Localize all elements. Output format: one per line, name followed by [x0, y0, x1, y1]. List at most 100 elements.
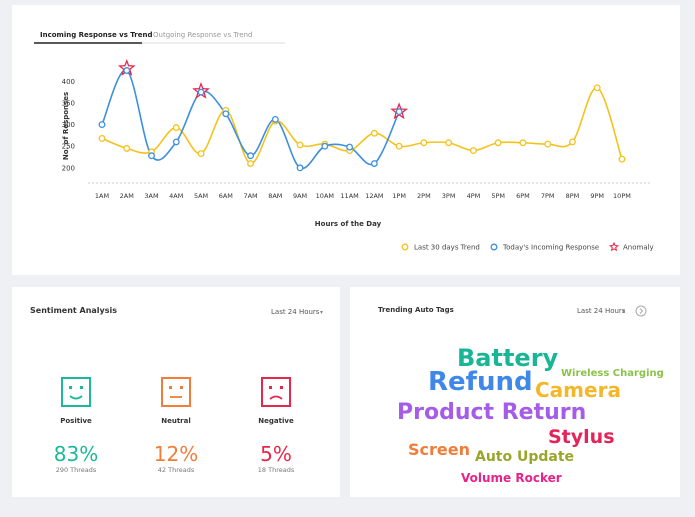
- icon-eye: [69, 386, 72, 389]
- point-marker: [123, 144, 131, 152]
- x-tick-label: 5AM: [194, 192, 208, 200]
- tag-word: Screen: [408, 440, 470, 459]
- tag-word: Battery: [457, 344, 559, 372]
- dropdown-caret: ▾: [320, 309, 323, 316]
- icon-mouth: [269, 395, 283, 400]
- point-marker: [544, 140, 552, 148]
- x-tick-label: 4AM: [169, 192, 183, 200]
- point-marker: [172, 138, 180, 146]
- sentiment-label: Negative: [258, 417, 294, 425]
- sentiment-percent: 12%: [154, 442, 198, 466]
- point-marker: [197, 88, 205, 96]
- tag-word: Wireless Charging: [561, 368, 664, 379]
- point-marker: [445, 139, 453, 147]
- point-marker: [98, 121, 106, 129]
- y-tick-label: 200: [62, 164, 75, 172]
- x-tick-label: 11AM: [340, 192, 358, 200]
- icon-mouth: [69, 395, 83, 400]
- chart-card: [12, 5, 680, 275]
- point-marker: [395, 142, 403, 150]
- tab[interactable]: Outgoing Response vs Trend: [153, 31, 252, 39]
- x-tick-label: 10PM: [613, 192, 631, 200]
- tag-word: Volume Rocker: [461, 471, 562, 485]
- point-marker: [568, 138, 576, 146]
- point-marker: [420, 139, 428, 147]
- point-marker: [123, 67, 131, 74]
- x-tick-label: 1AM: [95, 192, 109, 200]
- legend-label: Last 30 days Trend: [414, 244, 480, 252]
- x-tick-label: 7PM: [541, 192, 555, 200]
- legend-marker: [609, 241, 619, 252]
- y-tick-label: 400: [62, 78, 75, 86]
- point-marker: [98, 134, 106, 142]
- sentiment-icon: [61, 377, 91, 407]
- x-tick-label: 6PM: [516, 192, 530, 200]
- point-marker: [469, 147, 477, 154]
- point-marker: [271, 115, 279, 123]
- point-marker: [197, 150, 205, 158]
- x-tick-label: 12AM: [365, 192, 383, 200]
- icon-eye: [180, 386, 183, 389]
- x-tick-label: 3PM: [442, 192, 456, 200]
- icon-eye: [269, 386, 272, 389]
- tag-word: Refund: [428, 367, 533, 397]
- x-tick-label: 5PM: [491, 192, 505, 200]
- panel-title: Sentiment Analysis: [30, 306, 117, 315]
- y-tick-label: 250: [62, 143, 75, 151]
- x-tick-label: 2PM: [417, 192, 431, 200]
- y-tick-label: 300: [62, 121, 75, 129]
- sentiment-label: Neutral: [161, 417, 191, 425]
- sentiment-label: Positive: [60, 417, 92, 425]
- x-tick-label: 1PM: [392, 192, 406, 200]
- point-marker: [247, 152, 255, 160]
- panel-title: Trending Auto Tags: [378, 306, 454, 314]
- tag-word: Stylus: [548, 426, 615, 448]
- next-arrow: [639, 308, 644, 314]
- sentiment-icon: [261, 377, 291, 407]
- x-tick-label: 9AM: [293, 192, 307, 200]
- legend-label: Anomaly: [623, 244, 654, 252]
- point-marker: [172, 124, 180, 132]
- legend-label: Today's Incoming Response: [502, 244, 599, 252]
- sentiment-percent: 5%: [260, 442, 292, 466]
- next-button[interactable]: [635, 305, 647, 317]
- legend-marker: [490, 243, 498, 251]
- series-line: [101, 87, 623, 165]
- x-tick-label: 10AM: [316, 192, 334, 200]
- tab[interactable]: Incoming Response vs Trend: [40, 31, 153, 39]
- point-marker: [593, 84, 601, 92]
- point-marker: [321, 142, 329, 150]
- icon-eye: [280, 386, 283, 389]
- sentiment-percent: 83%: [54, 442, 98, 466]
- x-tick-label: 8PM: [566, 192, 580, 200]
- y-tick-label: 350: [62, 99, 75, 107]
- x-tick-label: 8AM: [268, 192, 282, 200]
- x-tick-label: 7AM: [243, 192, 257, 200]
- point-marker: [346, 143, 354, 151]
- point-marker: [395, 108, 403, 116]
- y-axis-title: No. of Responses: [62, 92, 70, 160]
- x-tick-label: 4PM: [467, 192, 481, 200]
- x-tick-label: 9PM: [590, 192, 604, 200]
- sentiment-threads: 42 Threads: [158, 466, 195, 474]
- point-marker: [247, 160, 255, 167]
- point-marker: [519, 139, 527, 147]
- tag-word: Auto Update: [475, 449, 574, 465]
- point-marker: [148, 152, 155, 160]
- sentiment-icon: [161, 377, 191, 407]
- icon-eye: [80, 386, 83, 389]
- point-marker: [618, 155, 626, 163]
- sentiment-threads: 290 Threads: [56, 466, 97, 474]
- point-marker: [494, 139, 502, 147]
- tag-word: Camera: [535, 378, 621, 402]
- tag-word: Product Return: [397, 400, 586, 425]
- point-marker: [370, 160, 378, 167]
- x-tick-label: 3AM: [144, 192, 158, 200]
- point-marker: [296, 141, 304, 149]
- x-tick-label: 6AM: [219, 192, 233, 200]
- point-marker: [222, 110, 230, 118]
- period-select[interactable]: Last 24 Hours: [271, 308, 320, 316]
- period-select[interactable]: Last 24 Hours: [577, 307, 626, 315]
- sentiment-card: [12, 287, 340, 497]
- icon-eye: [169, 386, 172, 389]
